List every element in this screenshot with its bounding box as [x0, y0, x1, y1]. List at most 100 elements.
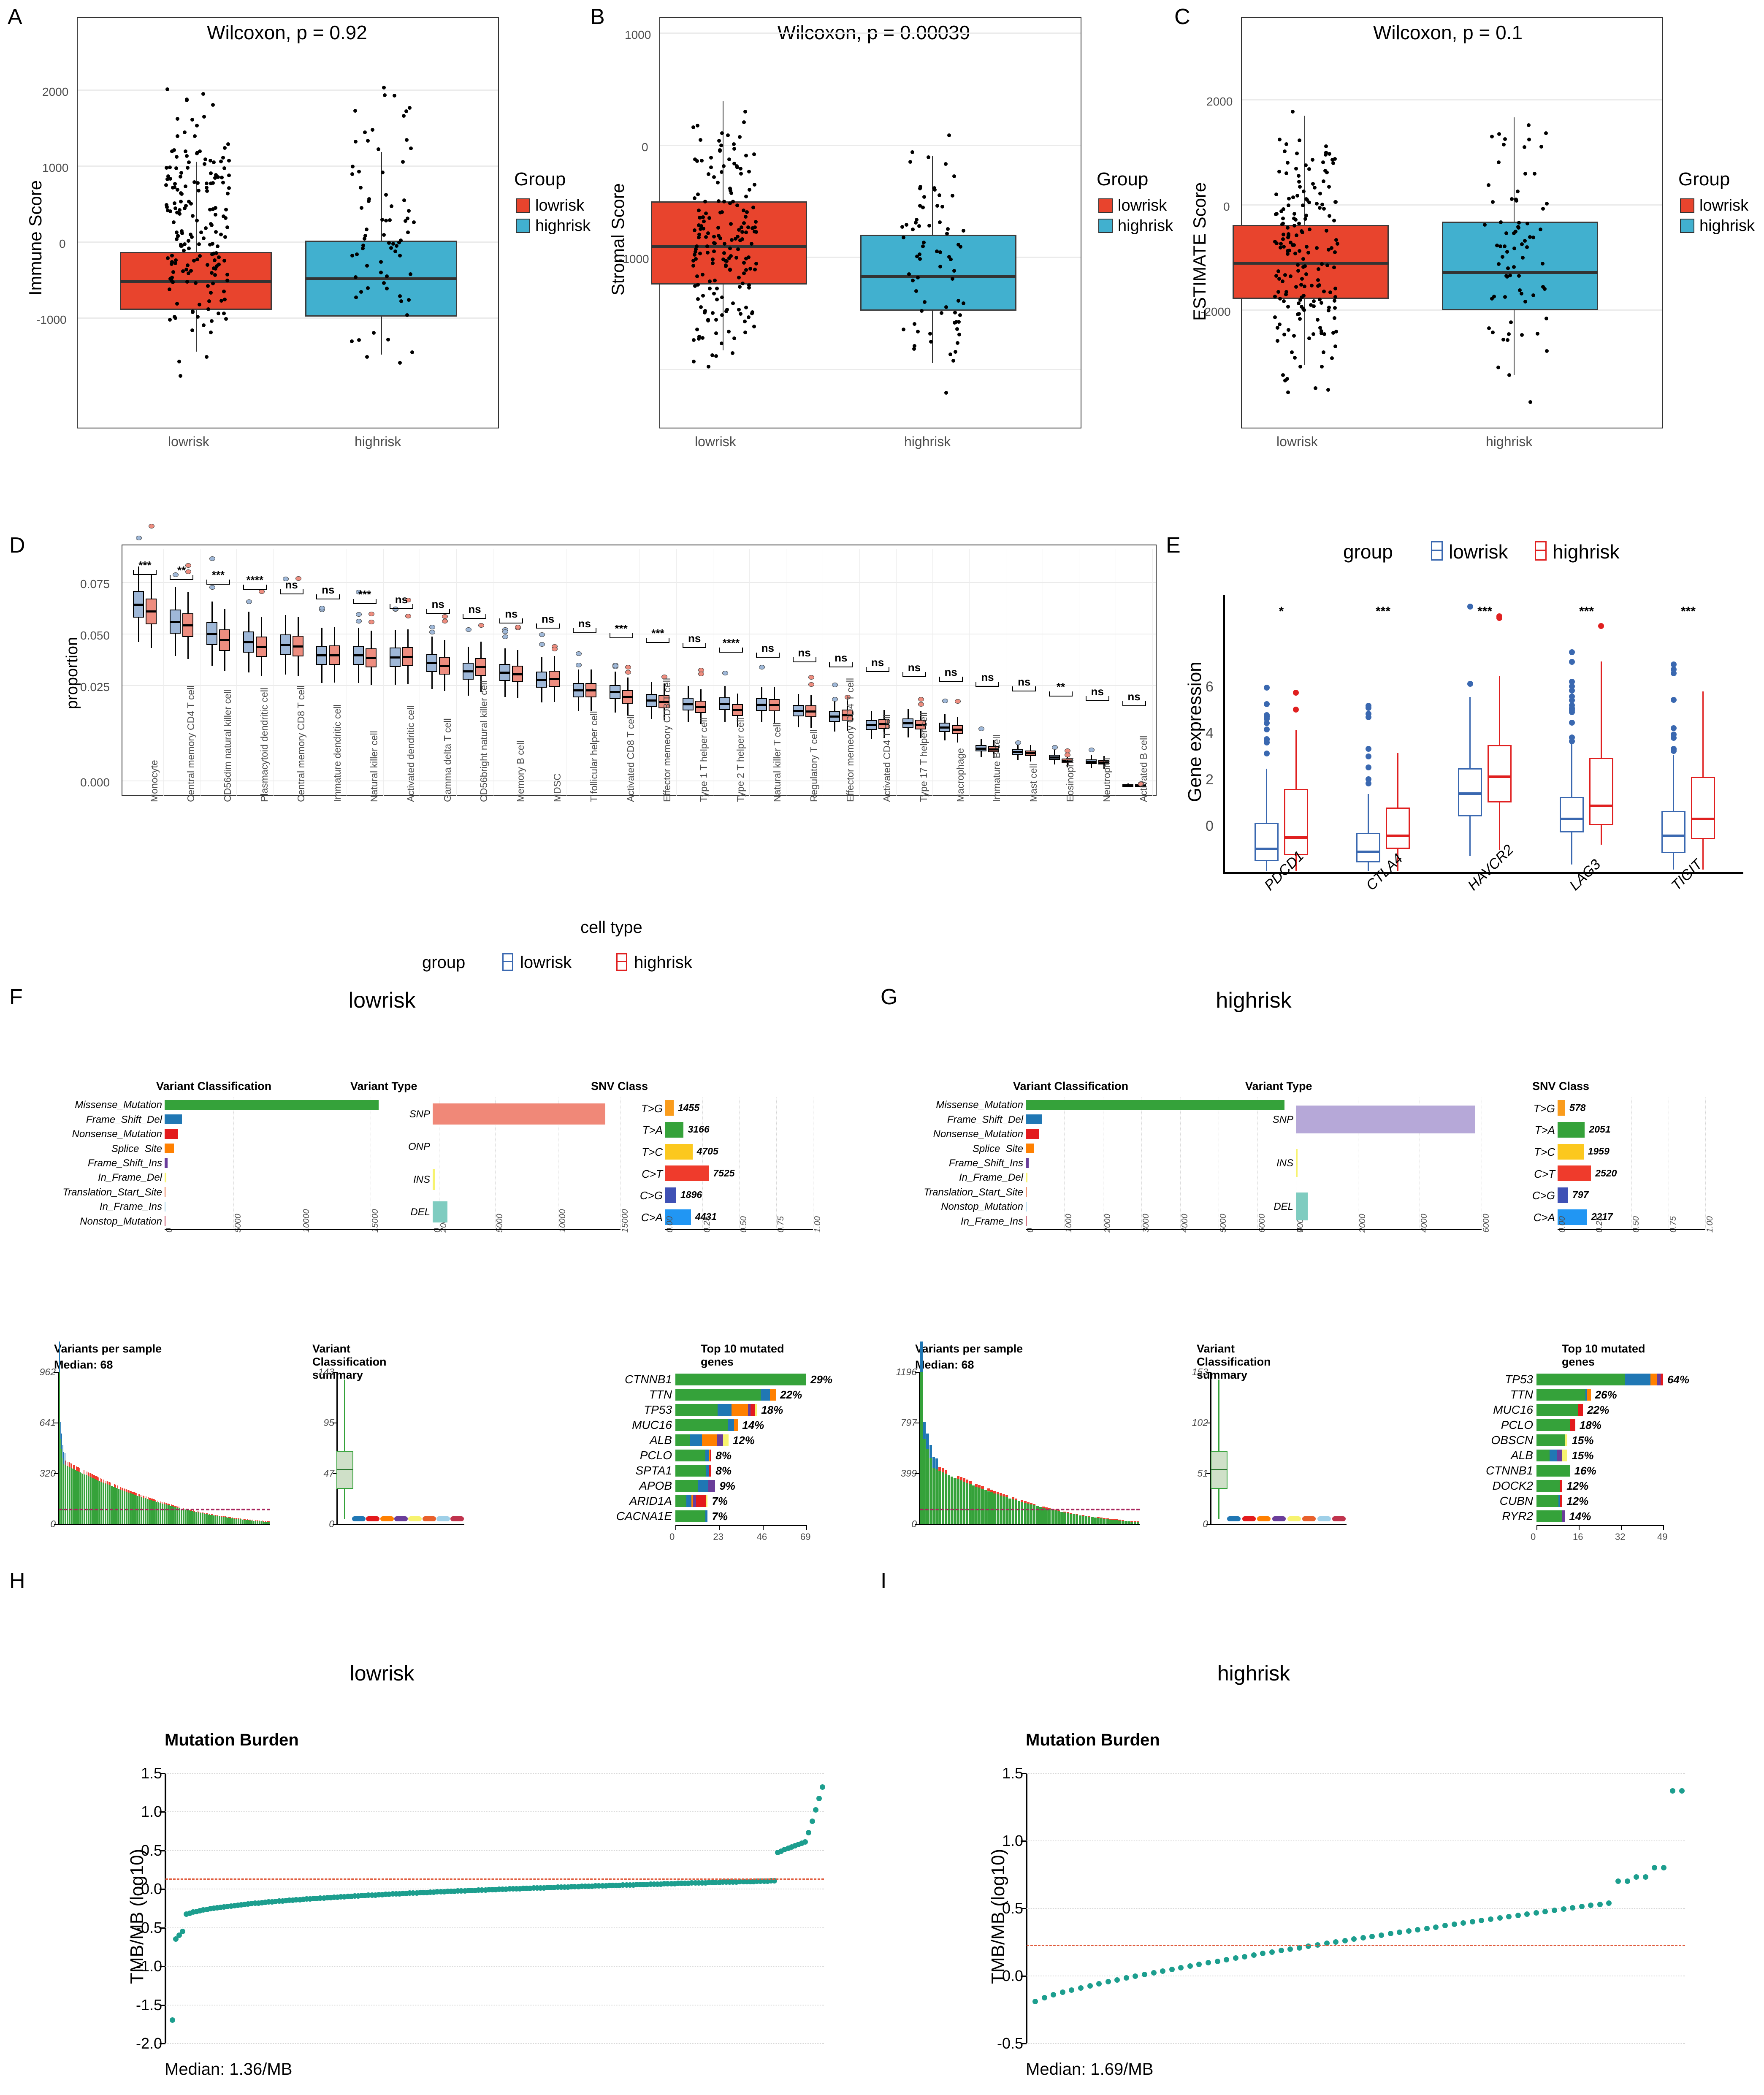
panel-g-vps-bar: [1112, 1520, 1115, 1524]
panel-g-vps-bar-seg: [1136, 1521, 1139, 1522]
panel-g-vps-bar: [935, 1469, 938, 1524]
panel-f-vps-bar: [104, 1483, 106, 1524]
tmb-point: [1206, 1960, 1211, 1966]
tmb-point: [1642, 1874, 1648, 1880]
panel-g-vc-axis: [1026, 1229, 1296, 1230]
tmb-point: [1151, 1970, 1157, 1976]
panel-d-significance: ns: [871, 656, 884, 669]
panel-b-legend-title: Group: [1097, 169, 1149, 190]
panel-g-tg-axis: [1536, 1525, 1663, 1526]
jitter-point: [190, 328, 195, 332]
panel-d-median: [756, 704, 767, 706]
panel-g-vt-bar: [1296, 1105, 1475, 1133]
panel-f-vps-bar-seg: [60, 1422, 61, 1439]
tmb-point: [1461, 1920, 1466, 1926]
panel-d-median: [585, 689, 596, 691]
jitter-point: [186, 238, 190, 243]
jitter-point: [1301, 230, 1305, 234]
panel-f-vps-bar-seg: [89, 1473, 91, 1477]
jitter-point: [225, 225, 229, 229]
tmb-ytick: 1.0: [1002, 1832, 1023, 1849]
jitter-point: [227, 186, 231, 190]
panel-g-vps-bar: [944, 1474, 947, 1524]
panel-f-vps-bar: [158, 1502, 160, 1524]
panel-d-outlier: [552, 646, 558, 651]
jitter-point: [734, 256, 738, 260]
panel-f-vps-bar: [225, 1517, 226, 1524]
panel-d-celltype-label: Regulatory T cell: [808, 729, 819, 802]
panel-g-tg-tickmark: [1579, 1525, 1580, 1530]
jitter-point: [179, 171, 183, 175]
panel-g-topgene-percent: 15%: [1572, 1434, 1594, 1447]
panel-f-vcs-box: [352, 1516, 366, 1521]
panel-g-snv-bar: [1558, 1209, 1587, 1225]
panel-e-median: [1589, 804, 1614, 807]
jitter-point: [176, 233, 180, 238]
panel-f-vps-bar: [66, 1466, 68, 1524]
panel-g-snv-label: T>G: [1533, 1102, 1555, 1115]
panel-g-topgene-seg: [1557, 1449, 1562, 1462]
panel-f-vps-bar: [188, 1510, 189, 1524]
jitter-point: [739, 171, 743, 176]
tmb-ytick: 0.0: [1002, 1967, 1023, 1984]
panel-f-vps-bar-seg: [201, 1512, 203, 1513]
panel-d-median: [353, 654, 364, 657]
panel-f-vt-label: DEL: [410, 1206, 430, 1218]
panel-g-topgene-seg: [1661, 1373, 1663, 1386]
panel-g-vps-bar-seg: [920, 1342, 923, 1372]
panel-g-topgene-label: TP53: [1505, 1373, 1533, 1386]
panel-f-vps-bar: [170, 1506, 171, 1524]
panel-g-snv-xtick: 0.50: [1631, 1216, 1641, 1233]
tmb-tickmark: [1021, 2043, 1027, 2044]
tmb-point: [1133, 1973, 1138, 1979]
panel-g-topgene-seg: [1570, 1419, 1575, 1431]
tmb-tickmark: [160, 2043, 165, 2044]
jitter-point: [178, 175, 182, 179]
jitter-point: [1318, 297, 1322, 301]
panel-d-median: [292, 645, 303, 648]
panel-g-vps-bar-seg: [1003, 1494, 1005, 1496]
jitter-point: [1326, 309, 1330, 313]
panel-f-vps-bar-seg: [115, 1485, 116, 1488]
panel-d-celltype-label: Immature B cell: [991, 734, 1003, 802]
panel-g-vps-bar-seg: [1109, 1518, 1112, 1520]
panel-f-vps-bar-seg: [130, 1491, 131, 1493]
panel-c-ytick-2: -2000: [1200, 305, 1231, 318]
panel-d-median: [609, 691, 621, 694]
jitter-point: [225, 272, 230, 276]
panel-e-outlier: [1263, 750, 1270, 756]
panel-d-sig-bracket: [243, 584, 267, 590]
panel-d-significance: ****: [722, 637, 740, 649]
panel-c-pvalue: Wilcoxon, p = 0.1: [1373, 22, 1523, 43]
panel-f-vps-bar-seg: [132, 1491, 133, 1494]
panel-f-vps-bar-seg: [161, 1501, 163, 1504]
jitter-point: [705, 244, 709, 249]
panel-f-vc-label: Frame_Shift_Del: [86, 1114, 162, 1125]
panel-f-snv-bar: [665, 1187, 677, 1203]
panel-f-vps-bar-seg: [165, 1503, 167, 1505]
jitter-point: [404, 219, 408, 223]
tmb-gridline: [1027, 1840, 1685, 1841]
panel-f-topgene-seg: [675, 1495, 686, 1507]
jitter-point: [380, 217, 385, 222]
panel-f-vps-bar: [119, 1489, 120, 1524]
panel-g-vps-bar: [957, 1479, 959, 1524]
panel-g-topgene-label: ALB: [1511, 1449, 1533, 1462]
panel-f-vps-bar: [263, 1521, 264, 1524]
jitter-point: [955, 341, 959, 345]
panel-h-yaxis: [165, 1773, 166, 2043]
jitter-point: [944, 305, 948, 309]
panel-g-vps-bar-seg: [978, 1485, 981, 1488]
panel-f-vps-bar: [251, 1520, 252, 1524]
panel-e-outlier: [1365, 714, 1371, 721]
panel-g-topgene-label: MUC16: [1493, 1403, 1533, 1416]
panel-g-vps-bar-seg: [975, 1483, 978, 1487]
panel-g-vps-bar-seg: [1130, 1520, 1133, 1522]
panel-e-median: [1385, 834, 1410, 837]
panel-f-topgenes-heading: Top 10 mutated genes: [701, 1342, 784, 1369]
panel-g-vt-label: INS: [1276, 1157, 1293, 1169]
jitter-point: [1333, 306, 1337, 310]
panel-f-topgene-seg: [718, 1404, 732, 1416]
panel-g-vps-bar-seg: [1014, 1498, 1017, 1501]
